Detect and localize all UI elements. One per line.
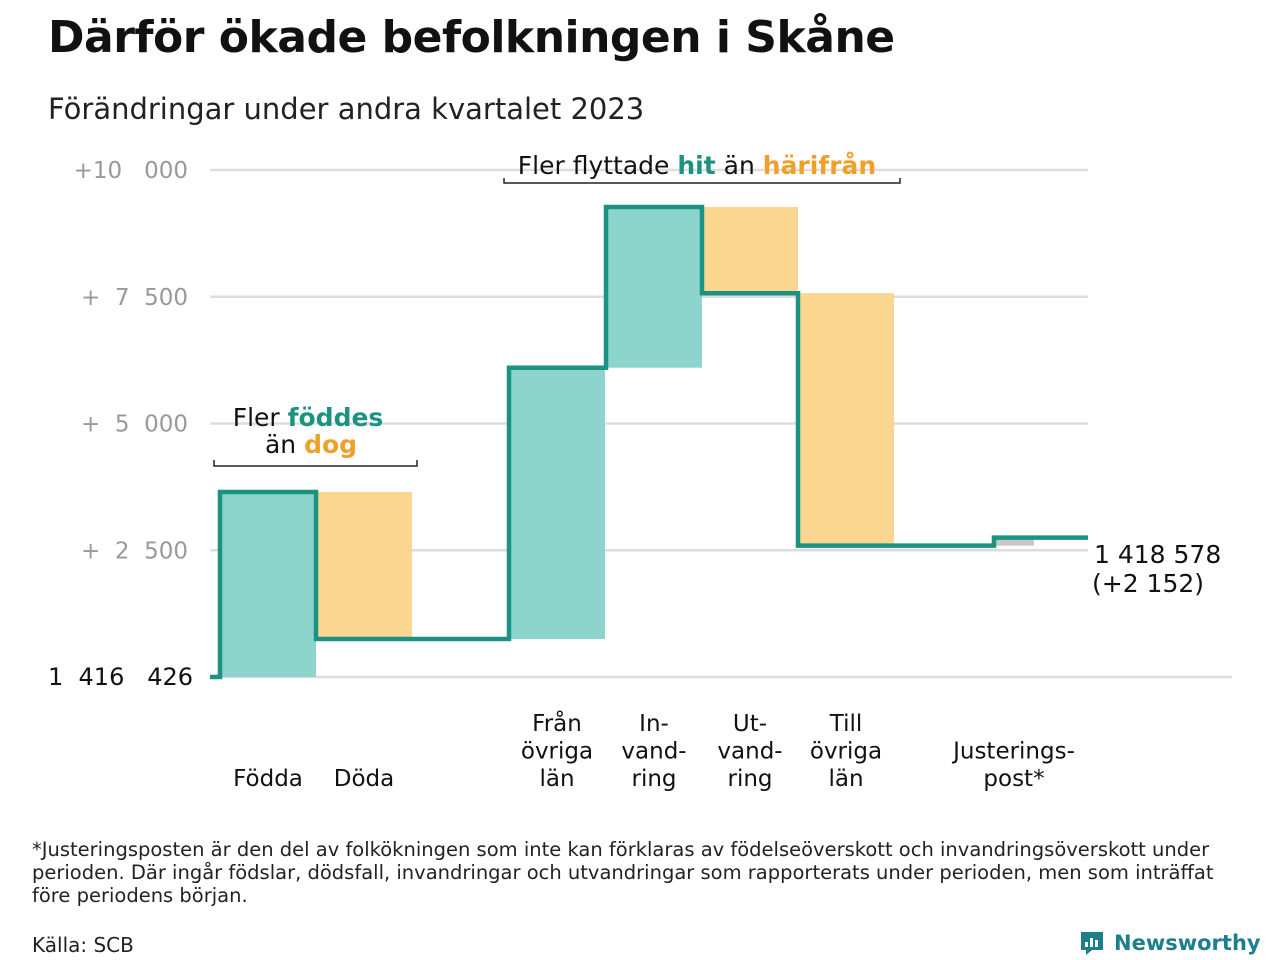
category-label: post* [983, 766, 1044, 792]
category-label: Justerings- [951, 739, 1075, 765]
annotation-births-line2: än dog [265, 430, 357, 459]
bar-adjustment [994, 537, 1034, 546]
y-tick-label: + 7 500 [81, 285, 188, 311]
category-label: övriga [810, 739, 882, 765]
bar-increase [509, 367, 605, 639]
chart-title: Därför ökade befolkningen i Skåne [48, 12, 895, 63]
annotation-migration-bracket [503, 178, 901, 184]
newsworthy-logo-text: Newsworthy [1114, 931, 1261, 955]
category-label: vand- [717, 739, 782, 765]
newsworthy-logo-icon [1081, 932, 1103, 955]
category-label: Ut- [733, 711, 767, 737]
bar-decrease [798, 293, 894, 546]
category-label: övriga [521, 739, 593, 765]
bar-increase [220, 491, 316, 677]
annotation-births-line1: Fler föddes [233, 403, 384, 432]
category-label: Från [532, 709, 582, 737]
category-label: Till [829, 711, 863, 737]
annotation-migration: Fler flyttade hit än härifrån [518, 151, 876, 180]
baseline-label: 1 416 426 [48, 663, 193, 691]
category-label: län [828, 766, 863, 792]
category-label: ring [727, 766, 772, 792]
category-label: Döda [334, 766, 394, 792]
bar-increase [606, 207, 702, 368]
category-label: vand- [621, 739, 686, 765]
category-label: In- [639, 711, 669, 737]
y-tick-label: + 5 000 [81, 412, 188, 438]
final-total-label: 1 418 578 [1094, 540, 1221, 569]
y-tick-label: +10 000 [74, 158, 188, 184]
newsworthy-logo: Newsworthy [1078, 928, 1261, 958]
source-credit: Källa: SCB [32, 933, 134, 957]
final-change-label: (+2 152) [1092, 569, 1204, 598]
waterfall-chart: + 2 500 + 5 000 + 7 500 +10 000 1 416 426 Föd… [48, 151, 1232, 792]
cumulative-step-line [210, 204, 1088, 680]
annotation-births-bracket [213, 460, 418, 467]
bar-decrease [316, 491, 412, 639]
category-label: Födda [233, 766, 303, 792]
y-tick-label: + 2 500 [81, 538, 188, 564]
footnote: *Justeringsposten är den del av folkökni… [32, 838, 1214, 907]
category-label: län [539, 766, 574, 792]
bar-decrease [702, 207, 798, 294]
chart-subtitle: Förändringar under andra kvartalet 2023 [48, 92, 645, 126]
category-label: ring [631, 766, 676, 792]
